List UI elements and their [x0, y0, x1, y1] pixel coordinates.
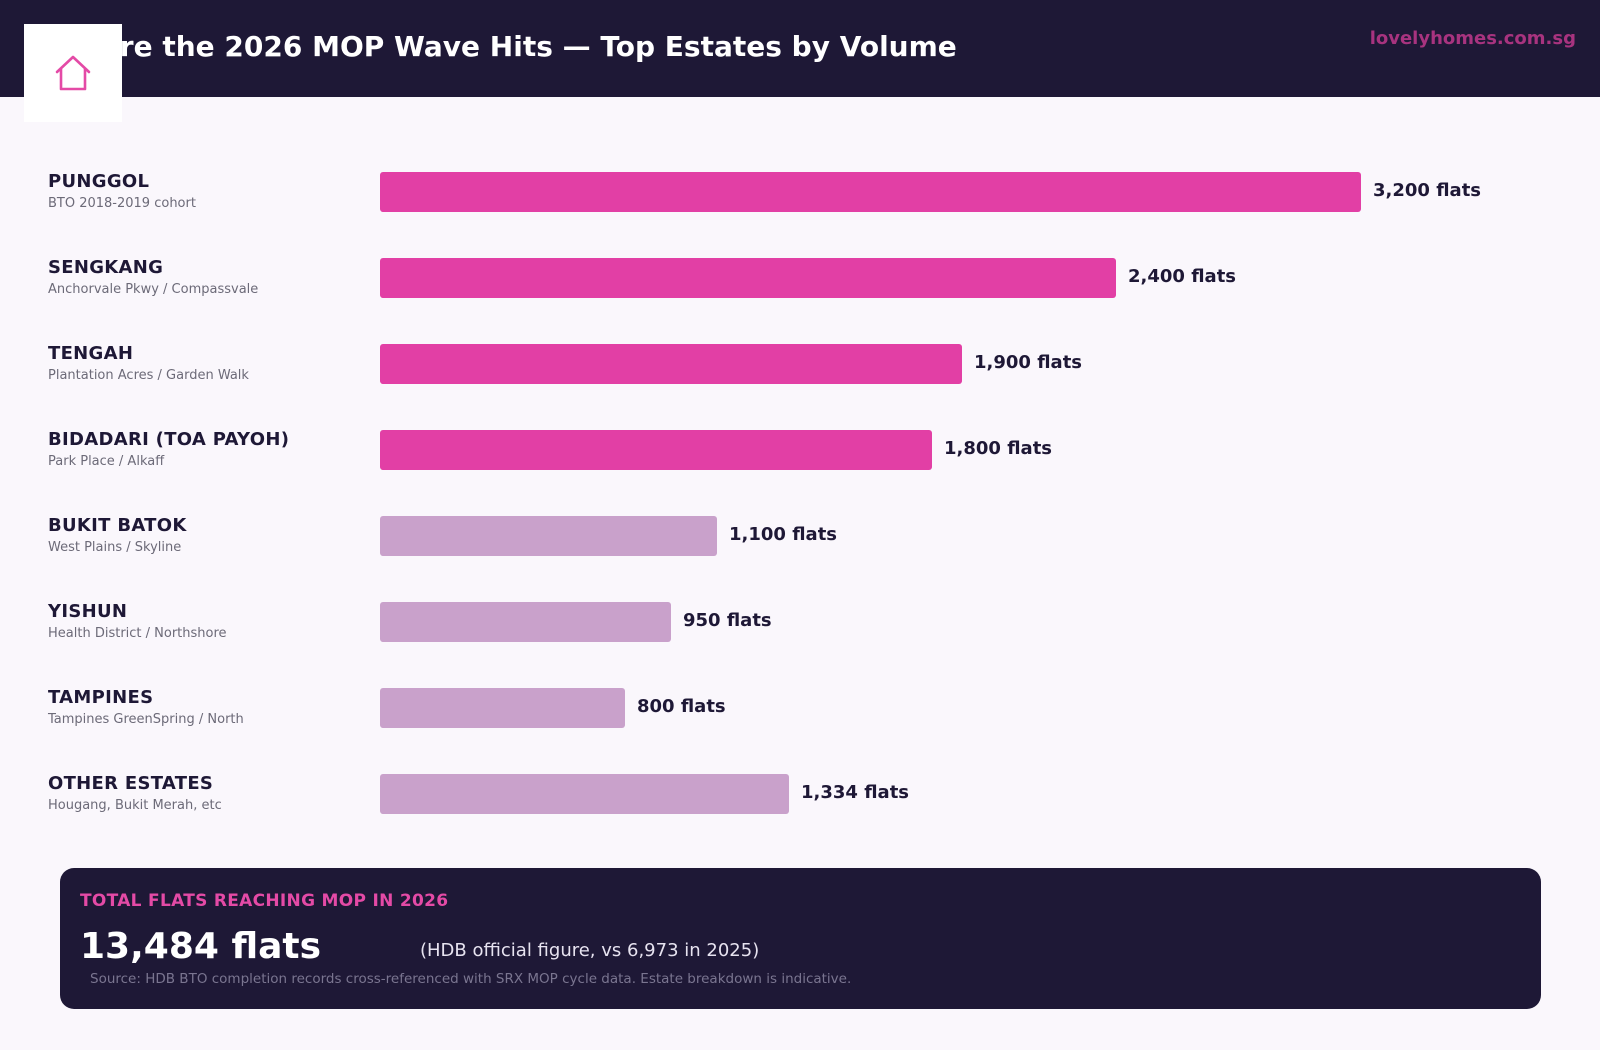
bar-label: OTHER ESTATES Hougang, Bukit Merah, etc [48, 773, 368, 813]
estate-name: TAMPINES [48, 687, 154, 708]
estate-subtitle: West Plains / Skyline [48, 540, 182, 555]
estate-name: BIDADARI (TOA PAYOH) [48, 429, 290, 450]
estate-subtitle: Plantation Acres / Garden Walk [48, 368, 249, 383]
estate-subtitle: Park Place / Alkaff [48, 454, 165, 469]
bar-value-label: 1,100 flats [729, 524, 838, 545]
logo-badge [24, 24, 122, 122]
bar-label: TAMPINES Tampines GreenSpring / North [48, 687, 368, 727]
summary-panel: TOTAL FLATS REACHING MOP IN 2026 13,484 … [60, 868, 1541, 1009]
bar-value-label: 950 flats [683, 610, 772, 631]
bar-label: BIDADARI (TOA PAYOH) Park Place / Alkaff [48, 429, 368, 469]
bar [380, 258, 1116, 298]
bar [380, 172, 1361, 212]
bar-label: TENGAH Plantation Acres / Garden Walk [48, 343, 368, 383]
bar [380, 602, 671, 642]
estate-subtitle: Hougang, Bukit Merah, etc [48, 798, 222, 813]
estate-name: PUNGGOL [48, 171, 150, 192]
bar [380, 516, 717, 556]
bar-value-label: 1,900 flats [974, 352, 1083, 373]
summary-value: 13,484 flats [80, 926, 322, 967]
page-header: Where the 2026 MOP Wave Hits — Top Estat… [0, 0, 1600, 97]
house-icon [55, 55, 91, 91]
estate-name: BUKIT BATOK [48, 515, 187, 536]
bar-label: SENGKANG Anchorvale Pkwy / Compassvale [48, 257, 368, 297]
bar-value-label: 3,200 flats [1373, 180, 1482, 201]
bar [380, 344, 962, 384]
estate-name: SENGKANG [48, 257, 164, 278]
estate-name: TENGAH [48, 343, 134, 364]
brand-link[interactable]: lovelyhomes.com.sg [1369, 28, 1576, 49]
estate-subtitle: Health District / Northshore [48, 626, 227, 641]
estate-subtitle: Anchorvale Pkwy / Compassvale [48, 282, 259, 297]
summary-label: TOTAL FLATS REACHING MOP IN 2026 [80, 891, 449, 911]
bar [380, 688, 625, 728]
bar-value-label: 1,800 flats [944, 438, 1053, 459]
bar-label: YISHUN Health District / Northshore [48, 601, 368, 641]
bar-value-label: 2,400 flats [1128, 266, 1237, 287]
summary-source: Source: HDB BTO completion records cross… [90, 971, 852, 987]
bar [380, 774, 789, 814]
bar-value-label: 1,334 flats [801, 782, 910, 803]
bar-value-label: 800 flats [637, 696, 726, 717]
bar-label: PUNGGOL BTO 2018-2019 cohort [48, 171, 368, 211]
bar [380, 430, 932, 470]
estate-subtitle: BTO 2018-2019 cohort [48, 196, 196, 211]
summary-note: (HDB official figure, vs 6,973 in 2025) [420, 940, 760, 961]
bar-label: BUKIT BATOK West Plains / Skyline [48, 515, 368, 555]
estate-name: OTHER ESTATES [48, 773, 214, 794]
page-title: Where the 2026 MOP Wave Hits — Top Estat… [50, 30, 957, 63]
estate-name: YISHUN [48, 601, 128, 622]
estate-subtitle: Tampines GreenSpring / North [48, 712, 244, 727]
